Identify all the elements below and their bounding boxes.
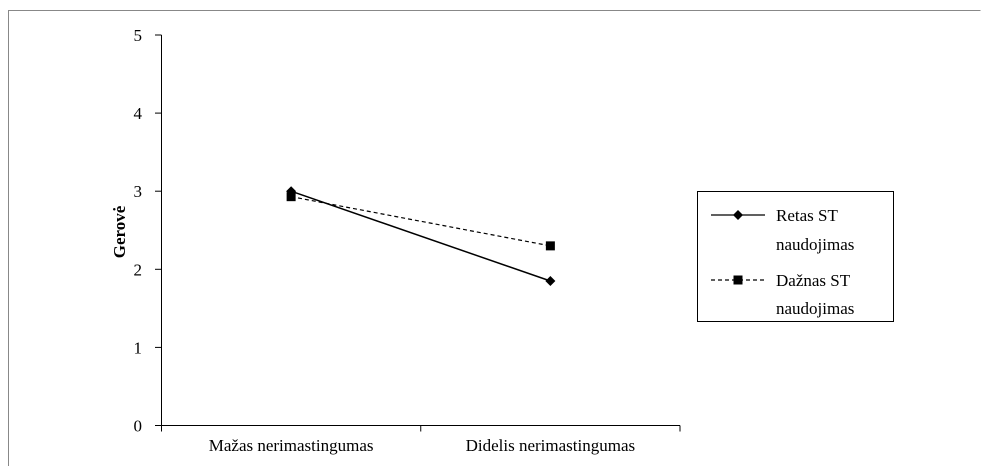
y-tick-label: 4 [134,104,143,123]
series-line-1 [291,196,551,247]
y-axis-ticks: 0 1 2 3 4 5 [134,26,162,436]
series-layer [286,186,556,287]
data-point-diamond [545,276,556,287]
y-tick-label: 0 [134,417,143,436]
y-tick-label: 2 [134,260,143,279]
legend-label-daznas-line2: naudojimas [776,299,854,318]
x-tick-label: Didelis nerimastingumas [466,436,636,455]
data-point-square [545,241,555,251]
legend-box [697,191,894,322]
legend-diamond-marker [733,210,743,220]
series-line-0 [290,190,551,282]
legend-label-daznas-line1: Dažnas ST [776,271,851,290]
chart-frame [8,10,981,466]
y-tick-label: 1 [134,338,143,357]
legend-square-marker [733,275,743,285]
x-axis-ticks: Mažas nerimastingumas Didelis nerimasting… [161,425,681,455]
y-tick-label: 3 [134,182,143,201]
data-point-square [286,192,296,202]
legend-label-retas-line1: Retas ST [776,206,838,225]
legend: Retas ST naudojimas Dažnas ST naudojimas [697,191,894,322]
y-axis-title: Gerovė [110,205,129,258]
y-tick-label: 5 [134,26,143,45]
legend-label-retas-line2: naudojimas [776,235,854,254]
legend-entry-retas: Retas ST naudojimas [711,206,854,254]
x-tick-label: Mažas nerimastingumas [209,436,374,455]
legend-entry-daznas: Dažnas ST naudojimas [711,271,854,318]
